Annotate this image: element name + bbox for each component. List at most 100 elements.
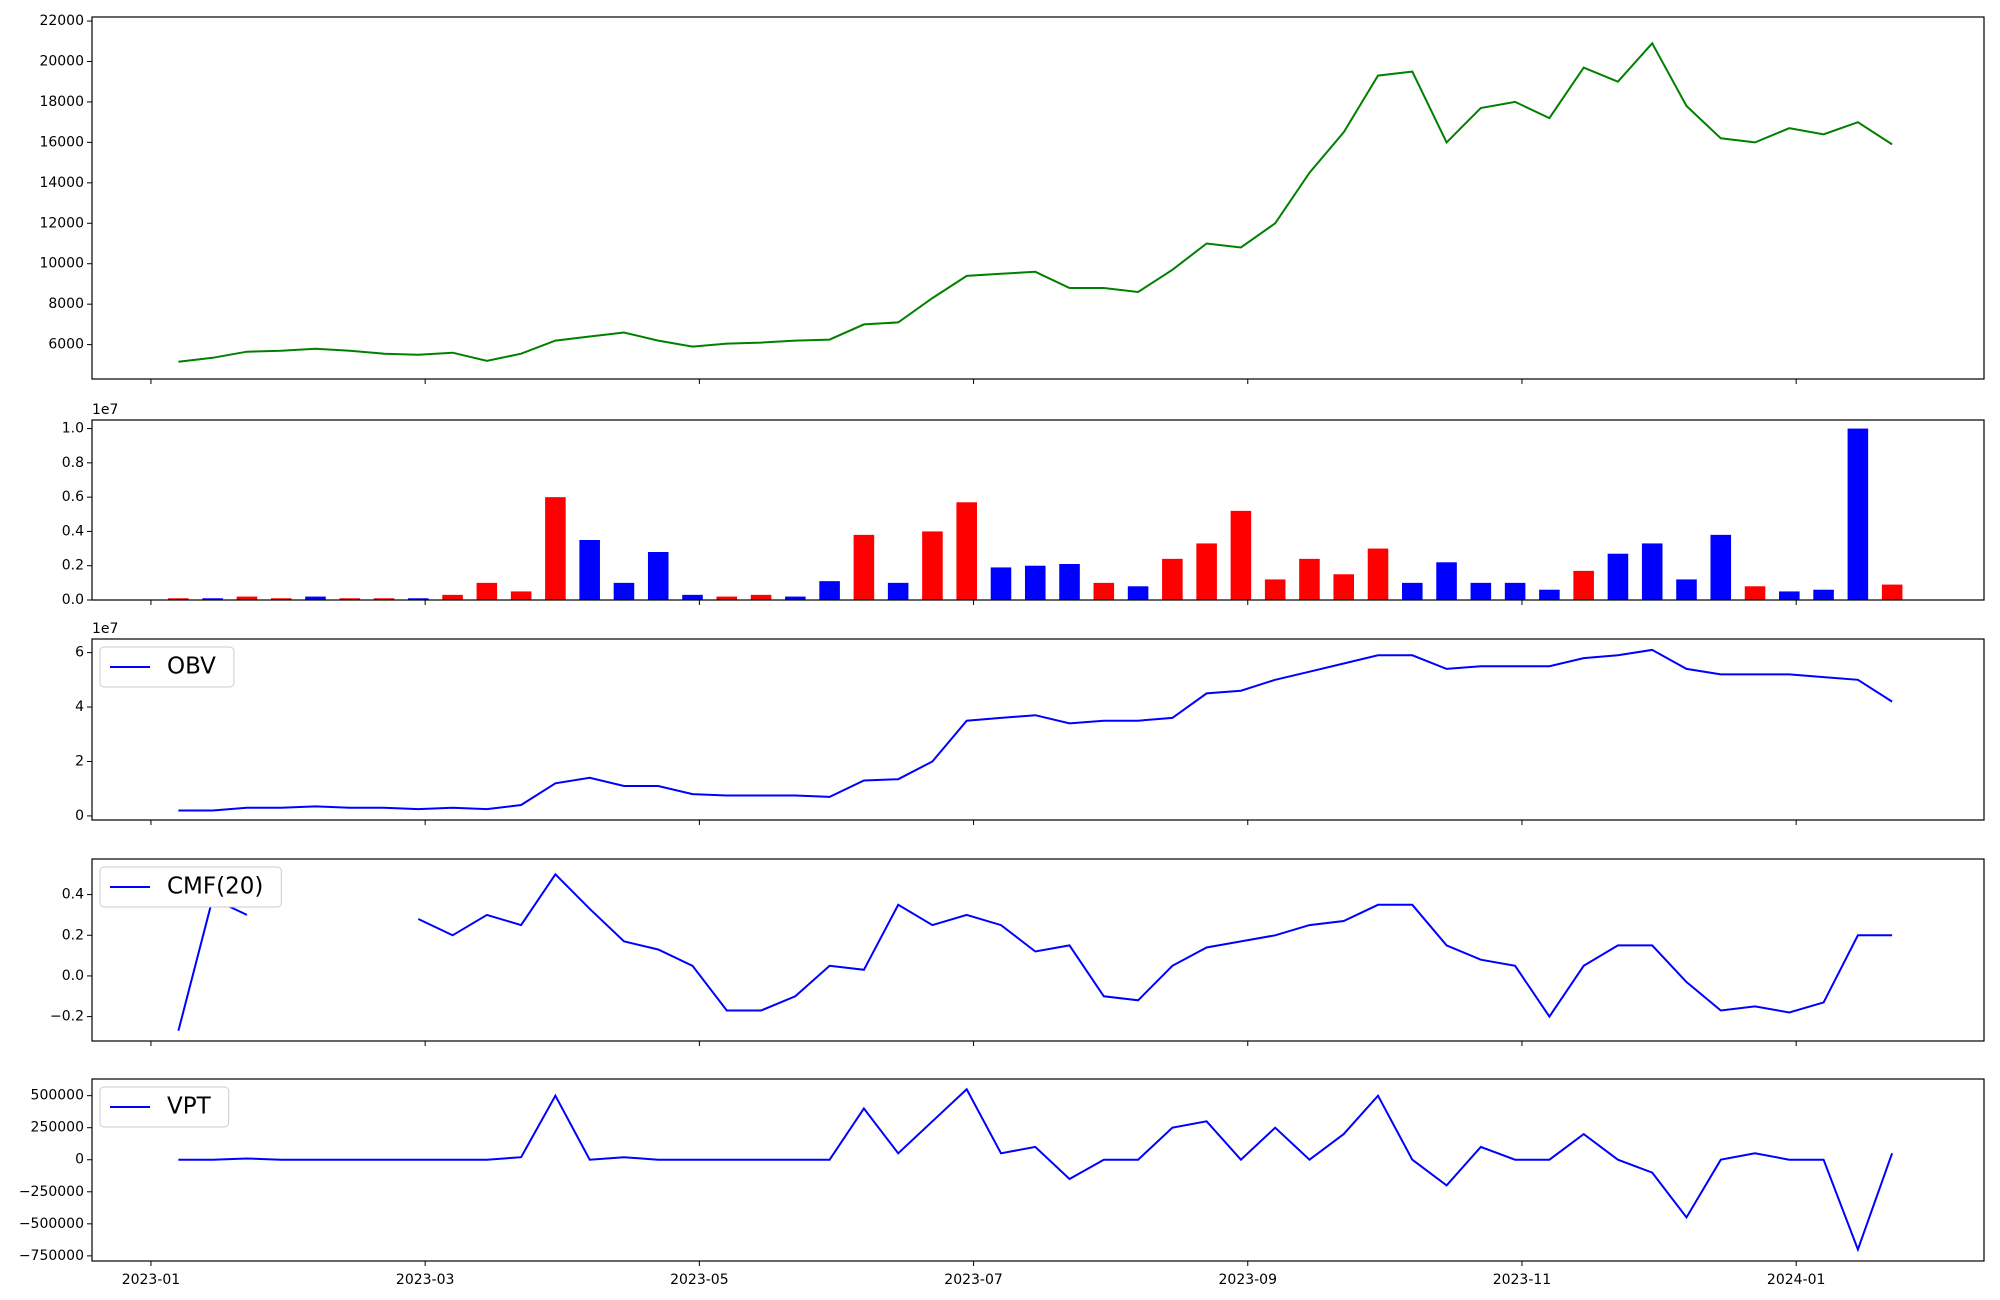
bar [339,598,361,600]
x-tick-label: 2023-01 [122,1272,181,1288]
bar [1059,564,1080,600]
bar [373,598,395,600]
bar [202,598,223,600]
plot-frame [91,638,1985,821]
bar [1264,579,1286,600]
y-tick-label: −750000 [19,1248,84,1264]
bar [1367,548,1389,600]
bar [1402,582,1423,600]
bar [1813,589,1834,600]
y-tick-label: 500000 [31,1088,84,1104]
bar [1881,584,1903,600]
bar [168,598,189,600]
y-tick-label: 4 [75,699,84,715]
bar [819,581,840,600]
legend-label: CMF(20) [167,874,263,900]
bar [1162,558,1183,600]
bar [922,531,943,600]
bar [1744,586,1766,600]
y-tick-label: 8000 [48,296,84,312]
y-tick-label: 16000 [39,134,84,150]
y-tick-label: 0.0 [62,592,84,608]
bar [647,552,669,600]
bar [510,591,532,600]
series-line [178,648,1893,812]
legend-box [99,646,235,688]
bar [887,582,909,600]
legend-label: OBV [167,654,216,680]
bar [682,594,703,600]
y-tick-label: 0.6 [62,489,84,505]
y-tick-label: 0.0 [62,968,84,984]
y-tick-label: 0 [75,1152,84,1168]
bar [1333,574,1355,600]
series-line [177,872,1893,1032]
bar [305,596,326,600]
bar [1607,553,1629,600]
bar [476,582,498,600]
y-tick-label: 250000 [31,1120,84,1136]
bar [1641,543,1663,600]
bar [1847,428,1869,600]
y-tick-label: 0.2 [62,558,84,574]
y-tick-label: 22000 [39,13,84,29]
x-tick-label: 2023-03 [396,1272,455,1288]
bar [785,596,806,600]
plot-frame [91,858,1985,1042]
y-tick-label: 12000 [39,215,84,231]
offset-text: 1e7 [92,621,118,637]
y-tick-label: 10000 [39,256,84,272]
bar [956,502,977,600]
plot-frame [91,419,1985,601]
series-line [178,1087,1894,1253]
bar [545,497,566,600]
x-tick-label: 2023-09 [1219,1272,1278,1288]
y-tick-label: −250000 [19,1184,84,1200]
bar [442,594,463,600]
bar [1230,510,1252,600]
bar [1710,534,1732,600]
bar [613,582,635,600]
y-tick-label: 20000 [39,53,84,69]
y-tick-label: 2 [75,753,84,769]
bar [1539,589,1560,600]
bar [1779,591,1800,600]
y-tick-label: 0.8 [62,455,84,471]
bar [1676,579,1697,600]
offset-text: 1e7 [92,402,118,418]
x-tick-label: 2023-11 [1493,1272,1552,1288]
x-tick-label: 2024-01 [1767,1272,1826,1288]
y-tick-label: 0.4 [62,887,84,903]
y-tick-label: 0 [75,808,84,824]
bar [236,596,258,600]
legend-box [99,1086,230,1128]
y-tick-label: 18000 [39,94,84,110]
x-tick-label: 2023-05 [670,1272,729,1288]
legend-box [99,866,282,908]
bar [1127,586,1149,600]
x-tick-label: 2023-07 [944,1272,1003,1288]
y-tick-label: 6 [75,645,84,661]
bar [408,598,429,600]
bar [1470,582,1492,600]
bar [750,594,772,600]
bar [853,534,875,600]
plot-frame [91,16,1985,380]
y-tick-label: 0.4 [62,523,84,539]
legend-label: VPT [167,1094,212,1120]
plot-frame [91,1078,1985,1262]
y-tick-label: 14000 [39,175,84,191]
y-tick-label: 1.0 [62,421,84,437]
bar [1093,582,1115,600]
y-tick-label: 0.2 [62,927,84,943]
bar [716,596,738,600]
bar [270,598,292,600]
bar [579,540,600,600]
y-tick-label: −0.2 [50,1009,84,1025]
bar [1299,558,1320,600]
bar [1024,565,1046,600]
bar [1436,562,1457,600]
bar [1573,570,1594,600]
y-tick-label: 6000 [48,337,84,353]
